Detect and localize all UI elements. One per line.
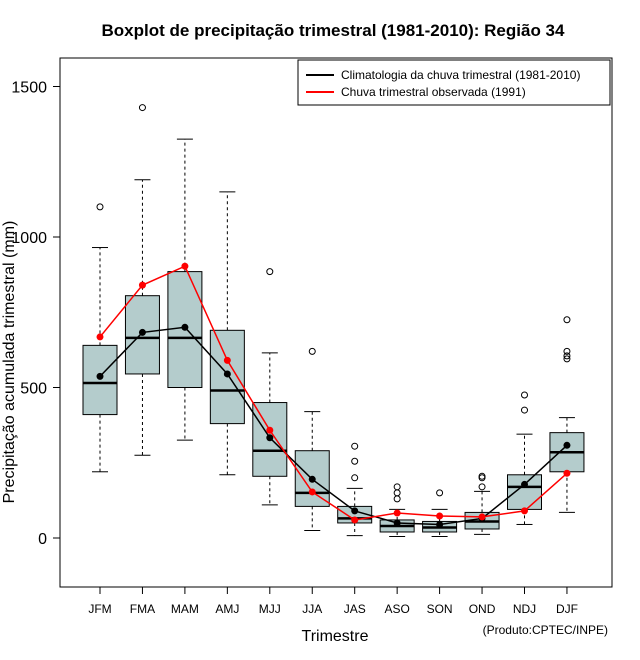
box-MJJ: [252, 268, 288, 506]
outlier-point: [393, 495, 401, 503]
series-line: [99, 326, 568, 526]
series-point: [266, 426, 274, 434]
legend: Climatologia da chuva trimestral (1981-2…: [297, 59, 611, 106]
outlier-point: [436, 489, 444, 497]
series-point: [393, 519, 401, 527]
series-point: [478, 513, 486, 521]
series-point: [96, 333, 104, 341]
y-axis-label: Precipitação acumulada trimestral (mm): [1, 221, 18, 504]
iqr-box: [507, 474, 542, 510]
outlier-point: [563, 316, 571, 324]
x-tick-label: AMJ: [215, 602, 239, 616]
series-point: [223, 356, 231, 364]
outlier-point: [563, 347, 571, 355]
series-point: [96, 372, 104, 380]
outlier-point: [393, 489, 401, 497]
series-point: [308, 475, 316, 483]
outlier-point: [308, 347, 316, 355]
series-point: [436, 512, 444, 520]
legend-label-observed: Chuva trimestral observada (1991): [341, 85, 526, 99]
outlier-point: [563, 352, 571, 360]
series-lines: [96, 262, 571, 528]
x-tick-label: JJA: [302, 602, 322, 616]
outlier-point: [351, 457, 359, 465]
outlier-point: [521, 406, 528, 414]
x-tick-label: JAS: [344, 602, 366, 616]
outlier-point: [521, 391, 528, 399]
y-tick-label: 1000: [11, 230, 47, 247]
y-tick-label: 0: [38, 531, 47, 548]
outlier-point: [393, 483, 401, 491]
series-point: [521, 507, 528, 515]
outlier-point: [478, 483, 486, 491]
series-point: [563, 469, 571, 477]
series-point: [266, 434, 274, 442]
series-point: [521, 480, 528, 488]
series-point: [308, 488, 316, 496]
x-tick-label: SON: [427, 602, 453, 616]
series-point: [436, 520, 444, 528]
axes: 0 500 1000 1500 JFM FMA MAM AMJ MJJ JJA JAS ASO SON O…: [11, 57, 613, 616]
series-point: [138, 281, 146, 289]
iqr-box: [82, 344, 118, 416]
outlier-point: [351, 442, 359, 450]
outlier-point: [266, 268, 274, 276]
legend-box: [297, 59, 611, 106]
box-JJA: [294, 347, 330, 531]
x-tick-label: MJJ: [259, 602, 281, 616]
series-point: [138, 328, 146, 336]
credit-text: (Produto:CPTEC/INPE): [483, 623, 608, 637]
box-MAM: [167, 138, 203, 441]
series-line: [99, 265, 568, 521]
series-point: [181, 262, 189, 270]
box-NDJ: [507, 391, 542, 525]
x-tick-label: FMA: [130, 602, 155, 616]
x-tick-label: MAM: [171, 602, 199, 616]
box-JFM: [82, 203, 118, 473]
boxes: [82, 104, 585, 537]
outlier-point: [96, 203, 104, 211]
series-point: [351, 516, 359, 524]
x-tick-label: JFM: [88, 602, 111, 616]
x-tick-label: ASO: [384, 602, 409, 616]
outlier-point: [478, 472, 486, 480]
series-point: [393, 509, 401, 517]
x-tick-label: NDJ: [513, 602, 536, 616]
series-point: [351, 507, 359, 515]
outlier-point: [138, 104, 146, 112]
x-tick-label: OND: [469, 602, 496, 616]
x-axis-label: Trimestre: [302, 628, 369, 645]
series-point: [181, 323, 189, 331]
outlier-point: [351, 474, 359, 482]
y-tick-label: 1500: [11, 80, 47, 97]
outlier-point: [563, 355, 571, 363]
series-point: [223, 370, 231, 378]
plot-frame: [59, 57, 613, 588]
series-observed: [96, 262, 571, 524]
x-tick-label: DJF: [556, 602, 578, 616]
series-point: [563, 441, 571, 449]
box-OND: [464, 472, 500, 535]
legend-label-climatology: Climatologia da chuva trimestral (1981-2…: [341, 68, 580, 82]
chart-title: Boxplot de precipitação trimestral (1981…: [102, 21, 565, 40]
y-tick-label: 500: [20, 381, 47, 398]
